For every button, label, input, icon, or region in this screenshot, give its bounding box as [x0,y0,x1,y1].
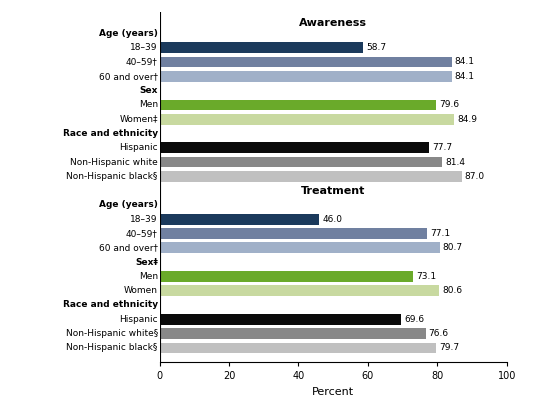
Text: 46.0: 46.0 [322,215,342,224]
Text: 81.4: 81.4 [445,158,465,166]
Text: 60 and over†: 60 and over† [99,72,158,81]
Text: 77.1: 77.1 [430,229,450,238]
Text: Race and ethnicity: Race and ethnicity [63,300,158,310]
Text: 40–59†: 40–59† [126,229,158,238]
Text: 84.9: 84.9 [457,115,477,124]
Text: Treatment: Treatment [301,185,365,196]
Text: 40–59†: 40–59† [126,57,158,66]
Text: Awareness: Awareness [299,18,367,28]
Text: 18–39: 18–39 [130,43,158,52]
Text: Women: Women [124,286,158,295]
Bar [160,100,436,110]
X-axis label: Percent: Percent [312,387,354,397]
Text: Non-Hispanic white§: Non-Hispanic white§ [66,329,158,338]
Bar [160,242,440,253]
Text: Men: Men [139,100,158,109]
Text: 87.0: 87.0 [464,172,484,181]
Text: 79.7: 79.7 [439,343,459,352]
Text: Hispanic: Hispanic [119,315,158,324]
Text: Race and ethnicity: Race and ethnicity [63,129,158,138]
Text: Non-Hispanic white: Non-Hispanic white [70,158,158,166]
Bar [160,228,427,239]
Text: 18–39: 18–39 [130,215,158,224]
Bar [160,142,430,153]
Text: Age (years): Age (years) [99,201,158,209]
Text: 60 and over†: 60 and over† [99,243,158,252]
Bar [160,114,454,125]
Text: 58.7: 58.7 [366,43,386,52]
Bar [160,157,442,168]
Bar [160,271,413,282]
Text: Non-Hispanic black§: Non-Hispanic black§ [67,172,158,181]
Text: 73.1: 73.1 [416,272,436,281]
Bar [160,328,426,339]
Text: 84.1: 84.1 [454,72,474,81]
Bar [160,314,402,325]
Text: 77.7: 77.7 [432,143,452,152]
Text: 79.6: 79.6 [438,100,459,109]
Text: Women‡: Women‡ [119,115,158,124]
Text: 76.6: 76.6 [428,329,449,338]
Bar [160,214,319,224]
Text: Men: Men [139,272,158,281]
Text: 80.6: 80.6 [442,286,463,295]
Text: Sex‡: Sex‡ [135,258,158,267]
Text: Age (years): Age (years) [99,29,158,38]
Bar [160,71,451,82]
Bar [160,171,461,182]
Text: 84.1: 84.1 [454,57,474,66]
Bar [160,285,440,296]
Text: Non-Hispanic black§: Non-Hispanic black§ [67,343,158,352]
Bar [160,42,363,53]
Text: 80.7: 80.7 [442,243,463,252]
Text: Hispanic: Hispanic [119,143,158,152]
Text: Sex: Sex [139,86,158,95]
Bar [160,343,436,353]
Bar [160,57,451,67]
Text: 69.6: 69.6 [404,315,424,324]
